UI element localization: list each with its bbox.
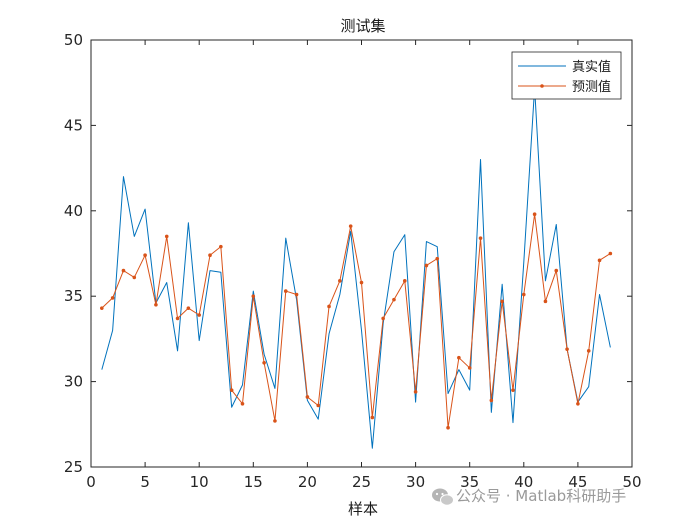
legend-label-actual: 真实值: [572, 59, 611, 75]
data-point-predicted: [219, 244, 223, 249]
data-point-predicted: [478, 236, 483, 240]
data-point-predicted: [554, 268, 559, 273]
data-point-predicted: [240, 402, 245, 406]
x-tick-label: 30: [406, 473, 425, 491]
data-point-predicted: [586, 349, 591, 353]
y-tick-label: 30: [64, 373, 83, 391]
data-point-predicted: [186, 306, 191, 310]
data-point-predicted: [327, 304, 331, 309]
plot-area: [91, 40, 632, 467]
legend-marker-predicted: [540, 84, 544, 88]
data-point-predicted: [316, 403, 321, 408]
data-point-predicted: [370, 415, 375, 420]
data-point-predicted: [413, 390, 418, 394]
series-line-actual: [101, 87, 611, 449]
data-point-predicted: [511, 388, 515, 392]
wechat-icon: [432, 488, 454, 506]
x-tick-label: 15: [244, 473, 263, 491]
x-tick-label: 35: [460, 473, 479, 491]
x-tick-label: 0: [86, 473, 96, 491]
data-point-predicted: [283, 289, 288, 293]
data-point-predicted: [154, 302, 158, 307]
data-point-predicted: [208, 253, 212, 258]
data-point-predicted: [100, 306, 104, 310]
data-point-predicted: [576, 402, 580, 406]
data-point-predicted: [402, 279, 407, 283]
x-tick-label: 40: [514, 473, 533, 491]
legend: 真实值 预测值: [511, 51, 622, 100]
data-point-predicted: [435, 256, 440, 261]
data-point-predicted: [597, 258, 602, 263]
data-point-predicted: [164, 234, 169, 239]
x-axis: 0 5 10 15 20 25 30 35 40 45 50: [86, 40, 642, 491]
data-point-predicted: [121, 268, 126, 273]
data-point-predicted: [565, 347, 569, 351]
x-tick-label: 20: [298, 473, 317, 491]
y-tick-label: 40: [64, 202, 83, 220]
data-point-predicted: [273, 419, 277, 423]
y-tick-label: 35: [64, 287, 83, 305]
data-point-predicted: [251, 294, 256, 299]
data-point-predicted: [110, 296, 115, 300]
data-point-predicted: [446, 425, 450, 430]
x-tick-label: 10: [190, 473, 209, 491]
data-point-predicted: [381, 316, 385, 321]
x-tick-label: 5: [140, 473, 150, 491]
series-layer: [100, 87, 613, 449]
data-point-predicted: [424, 263, 429, 268]
watermark: 公众号 · Matlab科研助手: [432, 487, 626, 506]
x-axis-label: 样本: [348, 500, 378, 518]
data-point-predicted: [348, 224, 353, 228]
data-point-predicted: [489, 398, 494, 403]
data-point-predicted: [294, 292, 299, 297]
data-point-predicted: [143, 253, 147, 258]
y-tick-label: 50: [64, 31, 83, 49]
data-point-predicted: [262, 361, 266, 365]
data-point-predicted: [175, 316, 180, 321]
data-point-predicted: [359, 280, 364, 285]
y-axis: 25 30 35 40 45 50: [64, 31, 632, 476]
x-tick-label: 25: [352, 473, 371, 491]
y-tick-label: 45: [64, 116, 83, 134]
data-point-predicted: [467, 366, 472, 370]
watermark-text: 公众号 · Matlab科研助手: [456, 487, 626, 505]
x-tick-label: 50: [622, 473, 641, 491]
chart-title: 测试集: [340, 17, 385, 35]
x-tick-label: 45: [568, 473, 587, 491]
series-line-predicted: [101, 213, 611, 429]
data-point-predicted: [532, 212, 537, 217]
data-point-predicted: [197, 313, 201, 317]
data-point-predicted: [522, 292, 526, 297]
data-point-predicted: [305, 395, 310, 399]
data-point-predicted: [543, 299, 548, 304]
data-point-predicted: [132, 275, 137, 280]
data-point-predicted: [608, 251, 613, 256]
legend-box: [511, 51, 622, 100]
data-point-predicted: [500, 299, 504, 304]
legend-label-predicted: 预测值: [572, 79, 611, 95]
data-point-predicted: [457, 355, 461, 360]
data-point-predicted: [229, 388, 234, 392]
data-point-predicted: [392, 297, 396, 302]
data-point-predicted: [338, 279, 342, 283]
y-tick-label: 25: [64, 458, 83, 476]
